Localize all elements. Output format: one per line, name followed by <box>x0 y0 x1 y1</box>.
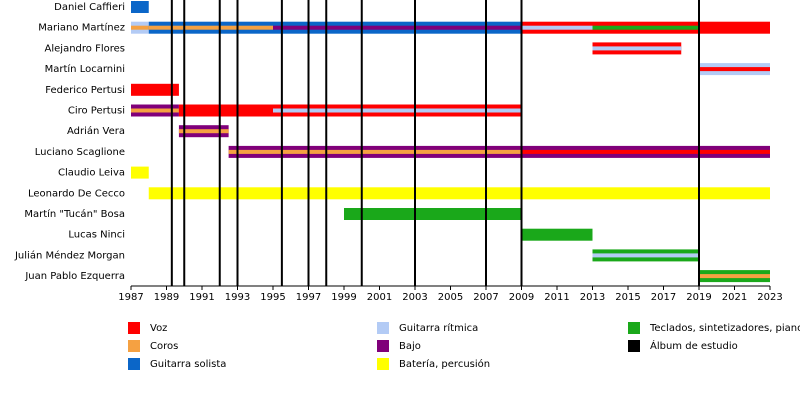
x-tick-label: 2017 <box>651 292 676 303</box>
x-tick-label: 2007 <box>473 292 498 303</box>
member-label: Daniel Caffieri <box>54 2 125 13</box>
legend-label: Guitarra rítmica <box>399 322 478 334</box>
x-tick-label: 1987 <box>118 292 143 303</box>
role-stripe <box>592 25 699 30</box>
role-stripe <box>592 253 699 258</box>
role-stripe <box>131 25 149 30</box>
x-tick-label: 2019 <box>686 292 711 303</box>
x-tick-label: 1989 <box>154 292 179 303</box>
legend-label: Batería, percusión <box>399 358 490 370</box>
role-stripe <box>131 108 179 113</box>
member-label: Leonardo De Cecco <box>28 188 125 199</box>
role-stripe <box>178 129 229 134</box>
x-tick-label: 2015 <box>615 292 640 303</box>
member-label: Alejandro Flores <box>45 43 125 54</box>
x-tick-label: 2001 <box>367 292 392 303</box>
member-label: Ciro Pertusi <box>68 106 125 117</box>
legend-swatch <box>377 322 389 334</box>
role-stripe <box>273 108 522 113</box>
legend-label: Álbum de estudio <box>650 339 738 352</box>
x-tick-label: 1991 <box>189 292 214 303</box>
legend-swatch <box>128 340 140 352</box>
legend-swatch <box>628 322 640 334</box>
role-stripe <box>699 67 770 72</box>
member-label: Federico Pertusi <box>45 85 125 96</box>
legend-label: Teclados, sintetizadores, piano <box>649 323 800 334</box>
role-bar <box>344 208 522 220</box>
legend-label: Voz <box>150 323 167 334</box>
legend-label: Coros <box>150 341 178 352</box>
role-stripe <box>148 25 273 30</box>
x-tick-label: 2005 <box>438 292 463 303</box>
legend-swatch <box>628 340 640 352</box>
member-label: Juan Pablo Ezquerra <box>24 271 125 282</box>
x-tick-label: 2011 <box>544 292 569 303</box>
member-label: Martín Locarnini <box>45 63 125 75</box>
x-tick-label: 1993 <box>225 292 250 303</box>
role-bar <box>131 1 149 13</box>
member-label: Mariano Martínez <box>38 22 125 34</box>
member-label: Lucas Ninci <box>68 230 125 241</box>
role-stripe <box>228 149 522 154</box>
x-tick-label: 2013 <box>580 292 605 303</box>
role-bar <box>699 21 770 34</box>
x-tick-label: 2021 <box>722 292 747 303</box>
role-stripe <box>699 274 770 279</box>
x-tick-label: 1995 <box>260 292 285 303</box>
role-bar <box>148 187 770 200</box>
legend-swatch <box>377 340 389 352</box>
legend-label: Guitarra solista <box>150 359 226 370</box>
x-tick-label: 2003 <box>402 292 427 303</box>
legend-swatch <box>128 358 140 370</box>
role-bar <box>131 166 149 179</box>
member-label: Luciano Scaglione <box>35 147 125 158</box>
x-tick-label: 2009 <box>509 292 534 303</box>
role-bar <box>521 228 593 241</box>
role-stripe <box>521 149 770 154</box>
x-tick-label: 1997 <box>296 292 321 303</box>
member-label: Martín "Tucán" Bosa <box>24 208 125 220</box>
role-bar <box>131 83 179 96</box>
role-stripe <box>273 25 522 30</box>
member-label: Adrián Vera <box>67 125 125 137</box>
member-label: Julián Méndez Morgan <box>14 249 125 261</box>
role-stripe <box>592 46 682 51</box>
legend-label: Bajo <box>399 341 421 352</box>
role-bar <box>178 104 273 117</box>
legend-swatch <box>377 358 389 370</box>
legend-swatch <box>128 322 140 334</box>
x-tick-label: 1999 <box>331 292 356 303</box>
role-stripe <box>521 25 593 30</box>
x-tick-label: 2023 <box>757 292 782 303</box>
member-label: Claudio Leiva <box>58 168 125 179</box>
